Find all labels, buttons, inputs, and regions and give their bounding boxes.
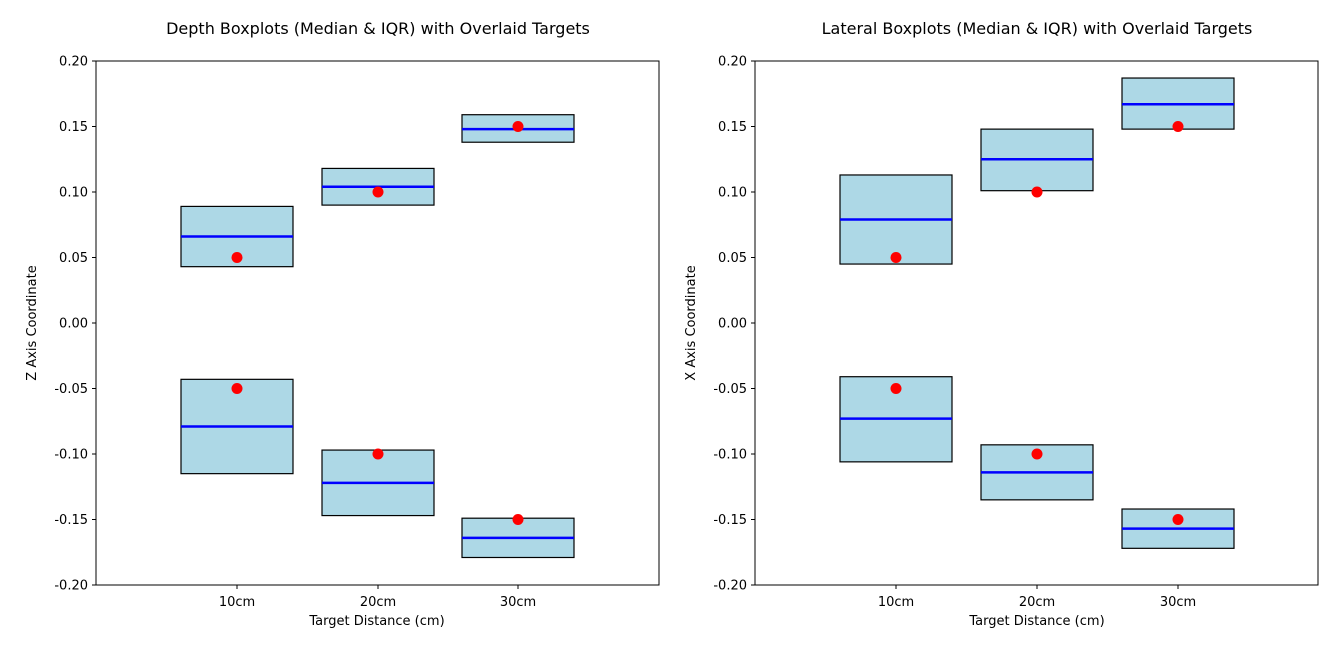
y-axis-label: X Axis Coordinate xyxy=(684,265,699,380)
target-point xyxy=(1172,121,1184,132)
x-tick-label: 20cm xyxy=(1019,595,1055,610)
target-point xyxy=(1031,448,1043,460)
y-tick-label: 0.20 xyxy=(718,55,747,70)
target-point xyxy=(372,186,384,198)
plot-marks: -0.20 -0.15 -0.10 -0.05 0.00 0.05 0.10 0.15 0.20… xyxy=(713,55,1235,610)
target-point xyxy=(231,252,243,263)
y-tick-label: 0.15 xyxy=(59,120,88,135)
target-point xyxy=(1031,186,1043,198)
y-tick-label: 0.10 xyxy=(59,186,88,201)
axes-frame xyxy=(754,60,1319,586)
target-point xyxy=(512,514,524,525)
y-tick-label: -0.05 xyxy=(713,382,747,397)
y-tick-label: 0.00 xyxy=(718,317,747,332)
x-tick-label: 10cm xyxy=(878,595,914,610)
y-tick-label: -0.15 xyxy=(713,513,747,528)
y-tick-label: -0.20 xyxy=(54,579,88,594)
y-tick-label: 0.05 xyxy=(718,251,747,266)
y-tick-label: 0.00 xyxy=(59,317,88,332)
x-tick-label: 20cm xyxy=(360,595,396,610)
axes-frame xyxy=(95,60,660,586)
lateral-boxplot-panel: Lateral Boxplots (Median & IQR) with Ove… xyxy=(684,19,1319,629)
target-point xyxy=(890,383,902,394)
x-tick-label: 30cm xyxy=(1160,595,1196,610)
y-tick-label: 0.20 xyxy=(59,55,88,70)
y-tick-label: -0.10 xyxy=(54,448,88,463)
target-point xyxy=(512,121,524,132)
y-tick-label: -0.15 xyxy=(54,513,88,528)
plot-marks: -0.20 -0.15 -0.10 -0.05 0.00 0.05 0.10 0.15 0.20… xyxy=(54,55,575,610)
target-point xyxy=(372,448,384,460)
y-tick-label: -0.20 xyxy=(713,579,747,594)
x-axis-label: Target Distance (cm) xyxy=(308,614,444,629)
target-point xyxy=(1172,514,1184,525)
y-tick-label: 0.15 xyxy=(718,120,747,135)
y-tick-label: -0.10 xyxy=(713,448,747,463)
y-tick-label: 0.05 xyxy=(59,251,88,266)
x-axis-label: Target Distance (cm) xyxy=(968,614,1104,629)
x-tick-label: 30cm xyxy=(500,595,536,610)
target-point xyxy=(890,252,902,263)
chart-title: Depth Boxplots (Median & IQR) with Overl… xyxy=(166,19,590,38)
y-tick-label: 0.10 xyxy=(718,186,747,201)
y-tick-label: -0.05 xyxy=(54,382,88,397)
x-tick-label: 10cm xyxy=(219,595,255,610)
depth-boxplot-panel: Depth Boxplots (Median & IQR) with Overl… xyxy=(25,19,660,629)
y-axis-label: Z Axis Coordinate xyxy=(25,265,40,380)
target-point xyxy=(231,383,243,394)
chart-title: Lateral Boxplots (Median & IQR) with Ove… xyxy=(822,19,1253,38)
